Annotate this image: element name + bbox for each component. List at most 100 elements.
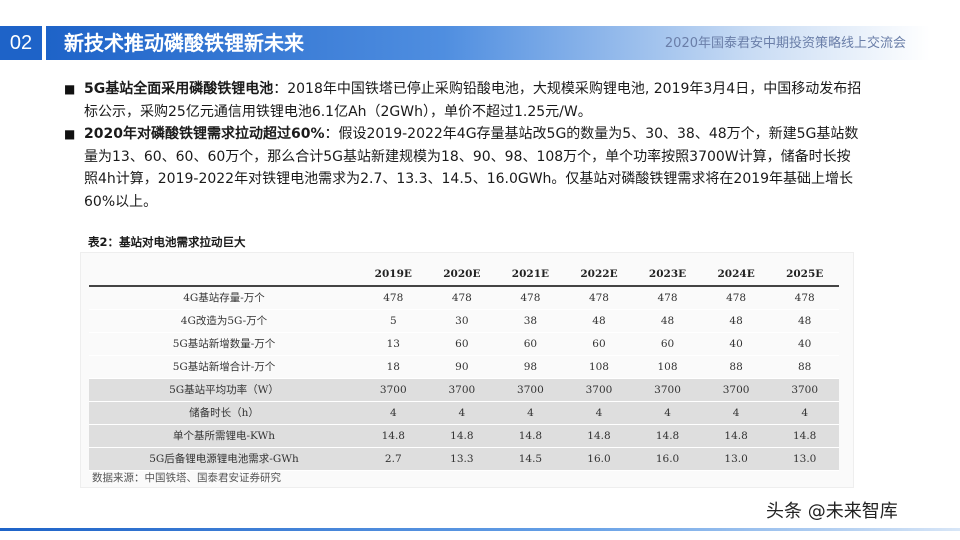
- bullet-marker: ■: [64, 82, 76, 96]
- table-cell: 98: [496, 355, 565, 379]
- table-cell: 478: [770, 286, 839, 310]
- table-cell: 14.8: [427, 424, 497, 448]
- data-source-note: 数据来源：中国铁塔、国泰君安证券研究: [92, 472, 281, 484]
- table-cell: 4: [633, 401, 702, 425]
- row-label: 5G基站新增数量-万个: [89, 332, 359, 356]
- bullet-content: 2020年对磷酸铁锂需求拉动超过60%：假设2019-2022年4G存量基站改5…: [84, 123, 864, 213]
- table-cell: 14.8: [701, 424, 771, 448]
- table-cell: 60: [564, 332, 634, 356]
- table-cell: 13: [359, 332, 428, 356]
- table-cell: 478: [427, 286, 497, 310]
- table-cell: 4: [359, 401, 428, 425]
- table-cell: 88: [770, 355, 839, 379]
- table-row: 单个基所需锂电-KWh 14.8 14.8 14.8 14.8 14.8 14.8 14.8: [89, 424, 839, 448]
- table-cell: 108: [564, 355, 634, 379]
- table-cell: 4: [564, 401, 634, 425]
- bullet-list: ■ 5G基站全面采用磷酸铁锂电池：2018年中国铁塔已停止采购铅酸电池，大规模采…: [64, 78, 864, 213]
- bullet-item: ■ 2020年对磷酸铁锂需求拉动超过60%：假设2019-2022年4G存量基站…: [64, 123, 864, 213]
- table-cell: 478: [359, 286, 428, 310]
- table-cell: 3700: [359, 378, 428, 402]
- row-label: 4G基站存量-万个: [89, 286, 359, 310]
- watermark: 头条 @未来智库: [766, 501, 898, 522]
- table-cell: 3700: [496, 378, 565, 402]
- row-label: 储备时长（h）: [89, 401, 359, 425]
- table-cell: 4: [427, 401, 497, 425]
- table-cell: 48: [633, 309, 702, 333]
- table-cell: 14.8: [770, 424, 839, 448]
- row-label: 5G后备锂电源锂电池需求-GWh: [89, 447, 359, 471]
- table-cell: 3700: [633, 378, 702, 402]
- table-cell: 478: [496, 286, 565, 310]
- table-cell: 14.5: [496, 447, 565, 471]
- table-row: 储备时长（h） 4 4 4 4 4 4 4: [89, 401, 839, 425]
- table-body: 4G基站存量-万个 478 478 478 478 478 478 478 4G改造为5G-万个…: [89, 286, 839, 471]
- table-cell: 13.0: [770, 447, 839, 471]
- column-header: 2019E: [359, 263, 428, 287]
- header-cell-empty: [89, 263, 359, 287]
- bullet-item: ■ 5G基站全面采用磷酸铁锂电池：2018年中国铁塔已停止采购铅酸电池，大规模采…: [64, 78, 864, 123]
- table-row: 5G后备锂电源锂电池需求-GWh 2.7 13.3 14.5 16.0 16.0 13.0 1…: [89, 447, 839, 471]
- table-cell: 13.0: [701, 447, 771, 471]
- table-cell: 3700: [564, 378, 634, 402]
- table-cell: 60: [427, 332, 497, 356]
- table-cell: 16.0: [564, 447, 634, 471]
- column-header: 2021E: [496, 263, 565, 287]
- row-label: 5G基站新增合计-万个: [89, 355, 359, 379]
- table-cell: 40: [701, 332, 771, 356]
- table-row: 5G基站新增数量-万个 13 60 60 60 60 40 40: [89, 332, 839, 356]
- row-label: 单个基所需锂电-KWh: [89, 424, 359, 448]
- bullet-lead: 5G基站全面采用磷酸铁锂电池: [84, 81, 274, 97]
- table-cell: 108: [633, 355, 702, 379]
- event-name: 2020年国泰君安中期投资策略线上交流会: [664, 36, 906, 51]
- column-header: 2025E: [770, 263, 839, 287]
- bullet-content: 5G基站全面采用磷酸铁锂电池：2018年中国铁塔已停止采购铅酸电池，大规模采购锂…: [84, 78, 864, 123]
- bullet-marker: ■: [64, 127, 76, 141]
- table-cell: 4: [770, 401, 839, 425]
- table-cell: 3700: [427, 378, 497, 402]
- column-header: 2022E: [564, 263, 634, 287]
- table-cell: 4: [496, 401, 565, 425]
- page-title: 新技术推动磷酸铁锂新未来: [64, 31, 304, 55]
- table-row: 5G基站平均功率（W） 3700 3700 3700 3700 3700 3700 3700: [89, 378, 839, 402]
- bullet-text: ：假设2019-2022年4G存量基站改5G的数量为5、30、38、48万个，新…: [84, 126, 859, 210]
- table-cell: 478: [564, 286, 634, 310]
- data-table: 2019E 2020E 2021E 2022E 2023E 2024E 2025…: [89, 263, 839, 471]
- table-cell: 4: [701, 401, 771, 425]
- table-row: 5G基站新增合计-万个 18 90 98 108 108 88 88: [89, 355, 839, 379]
- row-label: 4G改造为5G-万个: [89, 309, 359, 333]
- table-cell: 48: [701, 309, 771, 333]
- table-cell: 2.7: [359, 447, 428, 471]
- table-cell: 40: [770, 332, 839, 356]
- table-header-row: 2019E 2020E 2021E 2022E 2023E 2024E 2025…: [89, 263, 839, 287]
- table-caption: 表2：基站对电池需求拉动巨大: [88, 235, 246, 249]
- table-cell: 5: [359, 309, 428, 333]
- column-header: 2024E: [701, 263, 771, 287]
- table-cell: 60: [633, 332, 702, 356]
- table-row: 4G改造为5G-万个 5 30 38 48 48 48 48: [89, 309, 839, 333]
- title-banner: [46, 26, 930, 60]
- row-label: 5G基站平均功率（W）: [89, 378, 359, 402]
- table-cell: 48: [564, 309, 634, 333]
- footer-line: [0, 528, 960, 531]
- table-cell: 14.8: [359, 424, 428, 448]
- table-cell: 18: [359, 355, 428, 379]
- table-cell: 14.8: [564, 424, 634, 448]
- table-cell: 478: [701, 286, 771, 310]
- table-cell: 14.8: [496, 424, 565, 448]
- table-cell: 48: [770, 309, 839, 333]
- bullet-lead: 2020年对磷酸铁锂需求拉动超过60%: [84, 126, 325, 142]
- section-number: 02: [0, 26, 42, 60]
- table-image: 2019E 2020E 2021E 2022E 2023E 2024E 2025…: [80, 252, 854, 488]
- table-row: 4G基站存量-万个 478 478 478 478 478 478 478: [89, 286, 839, 310]
- table-cell: 478: [633, 286, 702, 310]
- column-header: 2023E: [633, 263, 702, 287]
- table-cell: 88: [701, 355, 771, 379]
- table-cell: 60: [496, 332, 565, 356]
- table-cell: 30: [427, 309, 497, 333]
- table-cell: 3700: [701, 378, 771, 402]
- column-header: 2020E: [427, 263, 497, 287]
- bullet-text: ：2018年中国铁塔已停止采购铅酸电池，大规模采购锂电池, 2019年3月4日，…: [84, 81, 862, 120]
- table-cell: 14.8: [633, 424, 702, 448]
- table-cell: 90: [427, 355, 497, 379]
- table-cell: 13.3: [427, 447, 497, 471]
